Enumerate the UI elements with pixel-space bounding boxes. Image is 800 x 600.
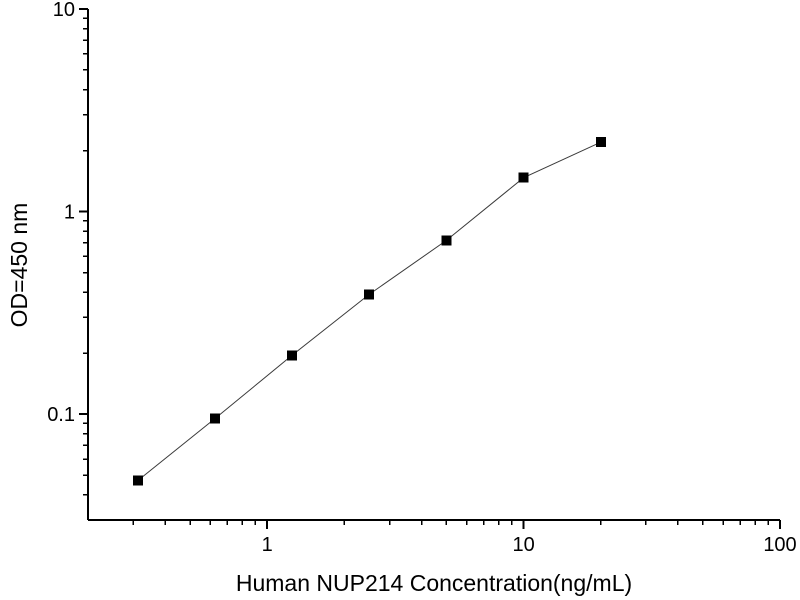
- x-axis: 1 10 100: [88, 519, 797, 556]
- y-tick-label: 10: [53, 0, 75, 21]
- x-axis-title: Human NUP214 Concentration(ng/mL): [236, 570, 632, 596]
- y-axis: 0.1 1 10: [47, 0, 89, 520]
- data-point-markers: [132, 137, 606, 486]
- y-tick-label: 0.1: [47, 404, 75, 426]
- y-axis-title: OD=450 nm: [6, 203, 32, 328]
- y-tick-label: 1: [64, 202, 75, 224]
- x-tick-label: 100: [763, 534, 796, 556]
- data-point-marker: [441, 235, 452, 246]
- series-line-group: [137, 141, 602, 481]
- series-line: [137, 141, 602, 481]
- data-point-marker: [518, 172, 529, 183]
- x-tick-label: 1: [262, 534, 273, 556]
- data-point-marker: [132, 475, 143, 486]
- data-point-marker: [364, 289, 375, 300]
- x-tick-label: 10: [512, 534, 534, 556]
- data-point-marker: [287, 350, 298, 361]
- data-point-marker: [595, 137, 606, 148]
- data-point-marker: [209, 413, 220, 424]
